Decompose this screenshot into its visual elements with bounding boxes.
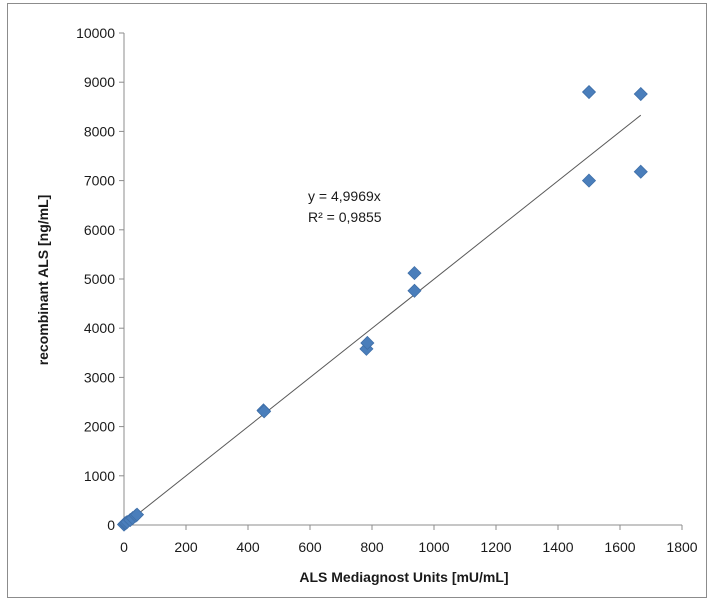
trendline-r-squared: R² = 0,9855 <box>308 209 382 225</box>
trendline-equation: y = 4,9969x <box>308 188 381 204</box>
y-tick-label: 6000 <box>84 222 115 238</box>
x-tick-label: 1000 <box>418 539 449 555</box>
x-tick-label: 800 <box>360 539 384 555</box>
x-tick-label: 200 <box>174 539 198 555</box>
y-tick-label: 8000 <box>84 123 115 139</box>
data-point <box>633 86 648 102</box>
x-tick-label: 0 <box>120 539 128 555</box>
data-point <box>581 173 597 188</box>
y-tick-label: 10000 <box>76 25 115 41</box>
y-axis-ticks: 0 1000 2000 3000 4000 5000 6000 7000 8000 9000 100… <box>76 25 124 533</box>
data-points <box>116 84 648 532</box>
data-point <box>407 283 422 298</box>
data-point <box>581 84 597 100</box>
y-tick-label: 1000 <box>84 468 115 484</box>
x-tick-label: 400 <box>236 539 260 555</box>
data-point <box>360 335 375 351</box>
data-point <box>257 404 272 419</box>
y-tick-label: 7000 <box>84 173 115 189</box>
data-point <box>129 507 145 522</box>
y-tick-label: 4000 <box>84 320 115 336</box>
x-tick-label: 600 <box>298 539 322 555</box>
y-tick-label: 2000 <box>84 419 115 435</box>
y-tick-label: 3000 <box>84 369 115 385</box>
data-point <box>407 266 422 281</box>
x-tick-label: 1200 <box>480 539 511 555</box>
x-axis-title: ALS Mediagnost Units [mU/mL] <box>299 569 508 585</box>
y-tick-label: 5000 <box>84 271 115 287</box>
y-tick-label: 9000 <box>84 74 115 90</box>
x-tick-label: 1800 <box>666 539 697 555</box>
x-tick-label: 1600 <box>604 539 635 555</box>
trendline <box>123 114 642 526</box>
data-point <box>633 164 648 179</box>
x-axis-ticks: 0 200 400 600 800 1000 1200 1400 1600 1800 <box>120 525 698 555</box>
y-tick-label: 0 <box>107 517 115 533</box>
y-axis-title: recombinant ALS [ng/mL] <box>35 195 51 366</box>
x-tick-label: 1400 <box>542 539 573 555</box>
